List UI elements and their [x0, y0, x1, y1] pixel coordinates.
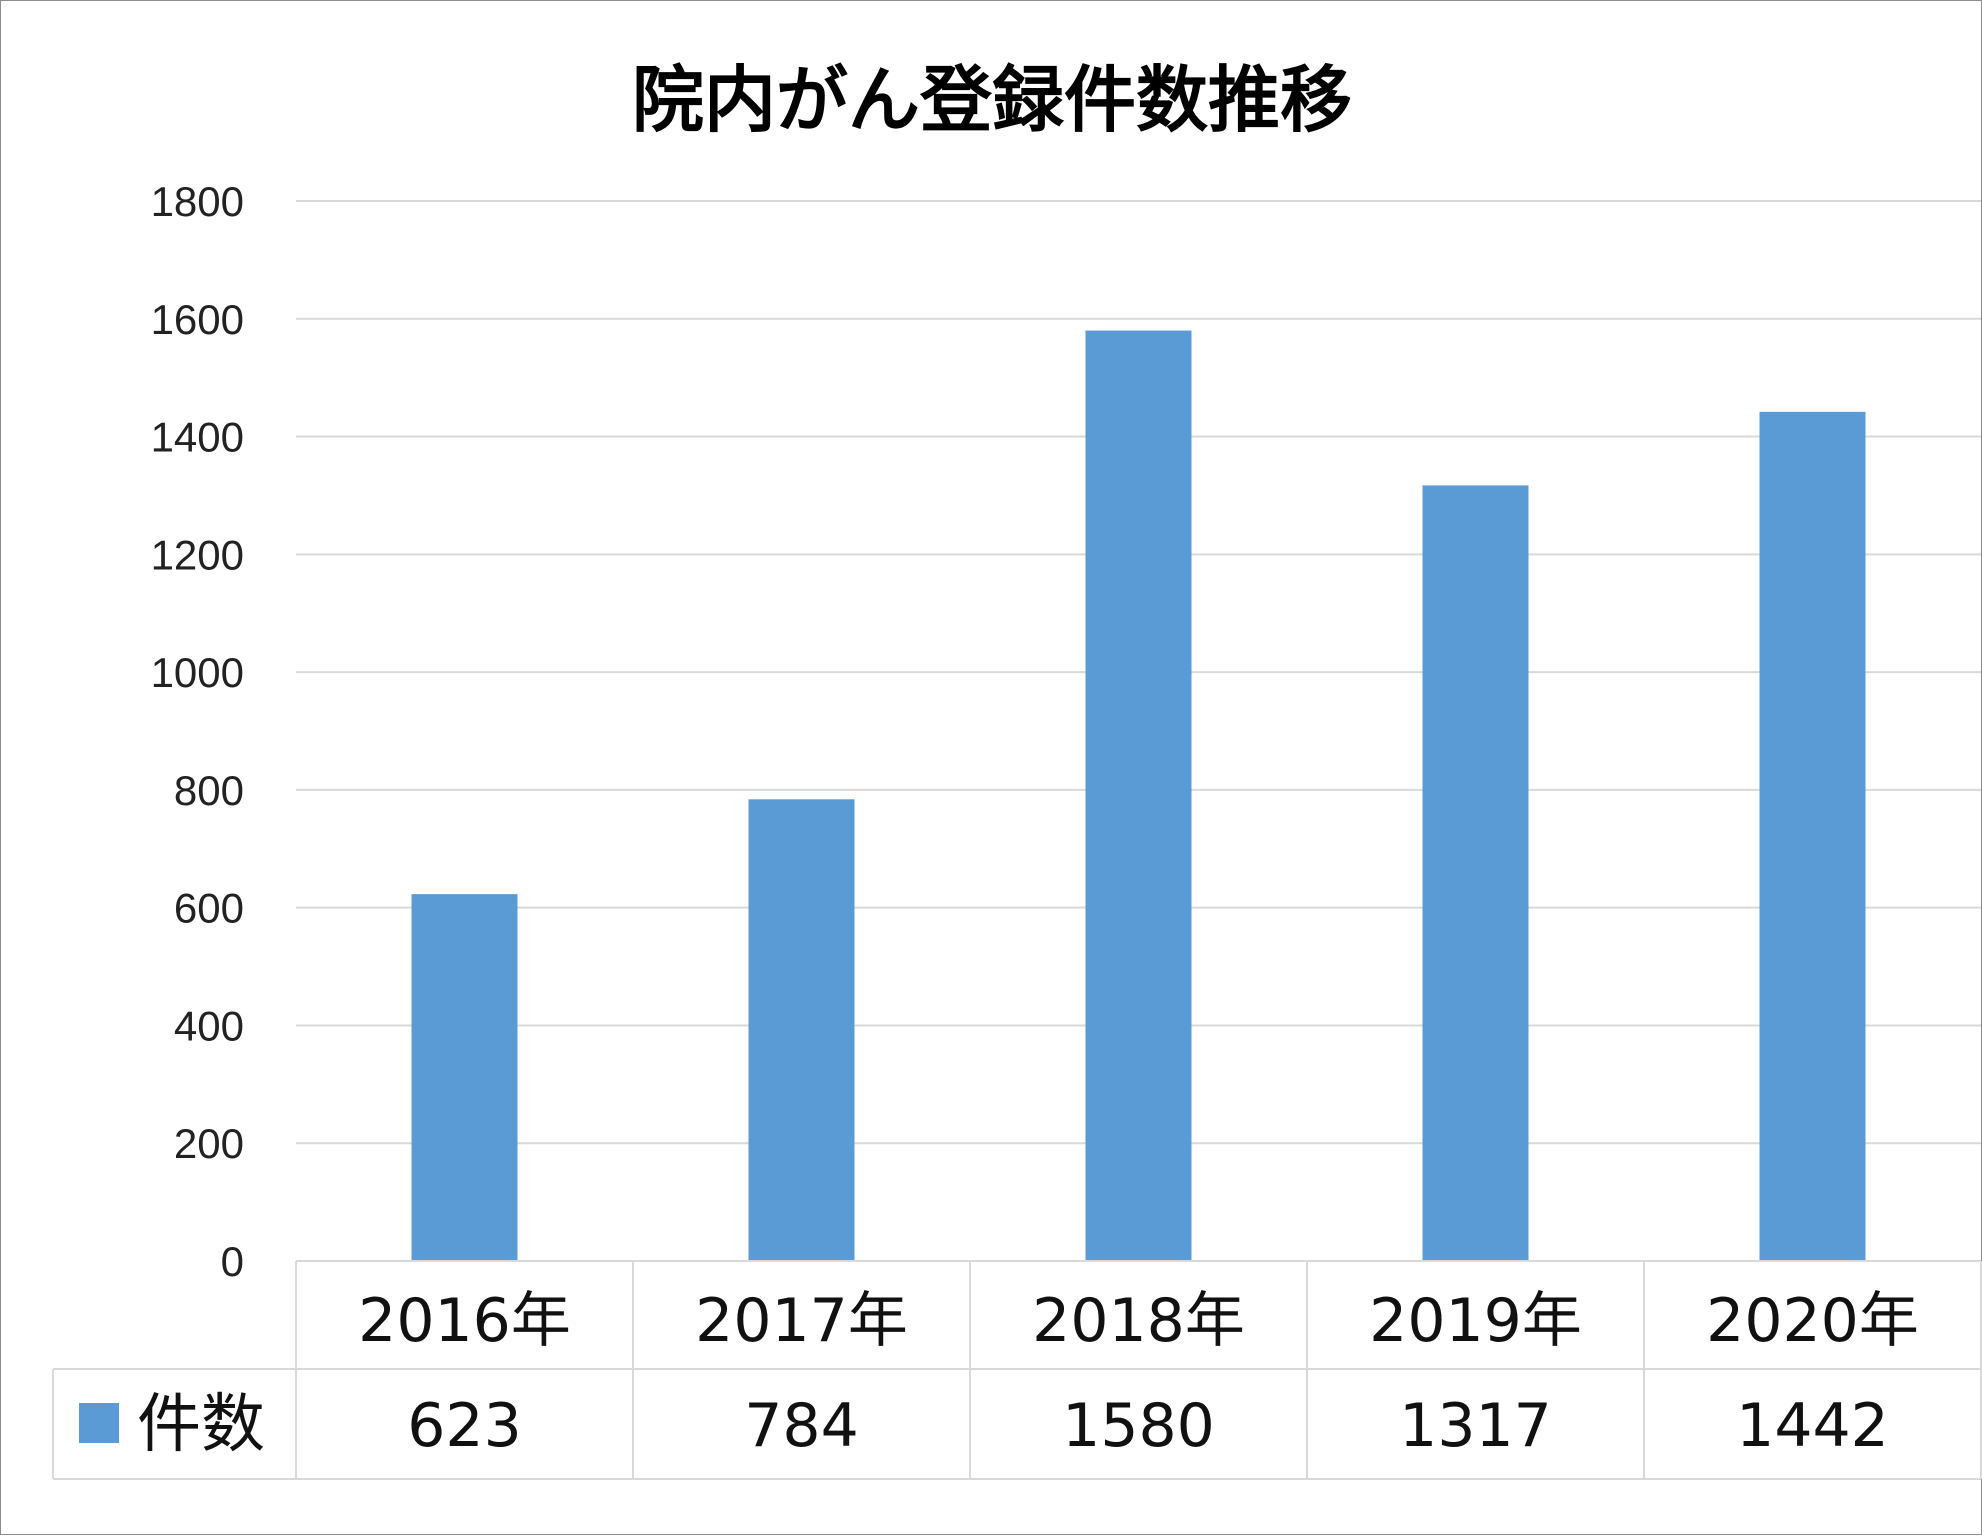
- category-label: 2017年: [695, 1286, 908, 1356]
- data-label: 623: [407, 1391, 522, 1461]
- chart-title: 院内がん登録件数推移: [632, 58, 1352, 142]
- y-tick-label: 1400: [151, 414, 244, 461]
- category-label: 2020年: [1706, 1286, 1919, 1356]
- bar: [1422, 485, 1529, 1261]
- y-tick-label: 200: [174, 1120, 244, 1167]
- y-tick-label: 600: [174, 885, 244, 932]
- y-tick-label: 1200: [151, 531, 244, 578]
- bars: [411, 330, 1866, 1261]
- bar: [411, 894, 518, 1261]
- y-tick-label: 1000: [151, 649, 244, 696]
- y-tick-label: 0: [221, 1238, 244, 1285]
- data-label: 1317: [1399, 1391, 1552, 1461]
- data-label: 784: [744, 1391, 859, 1461]
- bar: [1759, 411, 1866, 1261]
- data-label: 1580: [1062, 1391, 1215, 1461]
- category-label: 2019年: [1369, 1286, 1582, 1356]
- bar: [1085, 330, 1192, 1261]
- y-tick-label: 400: [174, 1002, 244, 1049]
- y-axis-ticks: 0 200 400 600 800 1000 1200 1400 1600 1800: [151, 178, 244, 1285]
- y-tick-label: 800: [174, 767, 244, 814]
- category-label: 2018年: [1032, 1286, 1245, 1356]
- legend-swatch: [79, 1403, 119, 1443]
- category-label: 2016年: [358, 1286, 571, 1356]
- legend-label: 件数: [137, 1388, 265, 1462]
- bar: [748, 799, 855, 1261]
- y-tick-label: 1800: [151, 178, 244, 225]
- y-tick-label: 1600: [151, 296, 244, 343]
- data-label: 1442: [1736, 1391, 1889, 1461]
